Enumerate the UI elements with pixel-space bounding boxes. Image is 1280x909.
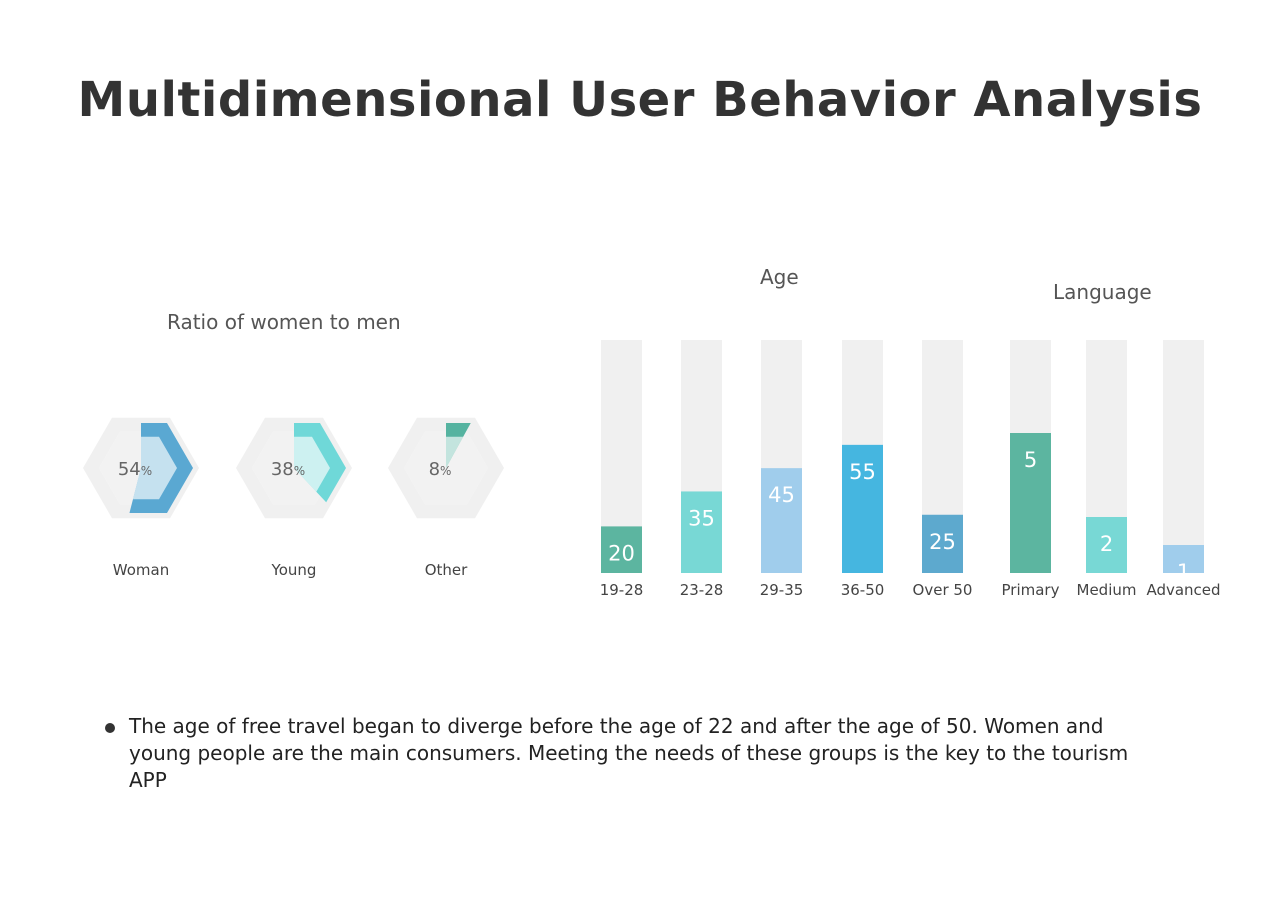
bar-label-36-50: 36-50 — [841, 581, 885, 599]
bar-label-19-28: 19-28 — [600, 581, 644, 599]
bullet-icon — [105, 723, 115, 733]
hex-fill-young — [294, 423, 346, 513]
hex-value-other: 8% — [429, 459, 452, 480]
bar-value-primary: 5 — [1024, 448, 1037, 472]
bar-primary — [1010, 433, 1051, 573]
bar-23-28 — [681, 491, 722, 573]
hex-label-young: Young — [271, 561, 317, 579]
bar-29-35 — [761, 468, 802, 573]
bar-over-50 — [922, 514, 963, 573]
hex-value-young: 38% — [271, 459, 305, 480]
bar-label-primary: Primary — [1002, 581, 1060, 599]
bar-value-23-28: 35 — [688, 506, 715, 530]
insight-text: The age of free travel began to diverge … — [129, 714, 1129, 792]
bar-value-advanced: 1 — [1177, 560, 1190, 584]
page-title: Multidimensional User Behavior Analysis — [77, 72, 1203, 128]
bar-value-36-50: 55 — [849, 460, 876, 484]
ratio-section-title: Ratio of women to men — [167, 310, 401, 334]
bar-label-medium: Medium — [1077, 581, 1137, 599]
hex-value-woman: 54% — [118, 459, 152, 480]
bar-value-29-35: 45 — [768, 483, 795, 507]
bar-36-50 — [842, 444, 883, 573]
hex-fill-outer-young — [294, 423, 346, 513]
bar-label-advanced: Advanced — [1146, 581, 1220, 599]
language-section-title: Language — [1053, 280, 1152, 304]
insight-note: The age of free travel began to diverge … — [105, 713, 1180, 794]
bar-19-28 — [601, 526, 642, 573]
bar-track-advanced — [1163, 340, 1204, 573]
bar-medium — [1086, 517, 1127, 573]
bar-advanced — [1163, 545, 1204, 573]
hex-label-woman: Woman — [113, 561, 169, 579]
bar-value-over-50: 25 — [929, 530, 956, 554]
hex-ring-other — [388, 417, 504, 519]
age-section-title: Age — [760, 265, 799, 289]
hex-fill-inner-young — [294, 436, 330, 500]
bar-label-over-50: Over 50 — [913, 581, 973, 599]
bar-label-29-35: 29-35 — [760, 581, 804, 599]
bar-value-19-28: 20 — [608, 541, 635, 565]
bar-value-medium: 2 — [1100, 532, 1113, 556]
hex-label-other: Other — [425, 561, 468, 579]
bar-label-23-28: 23-28 — [680, 581, 724, 599]
